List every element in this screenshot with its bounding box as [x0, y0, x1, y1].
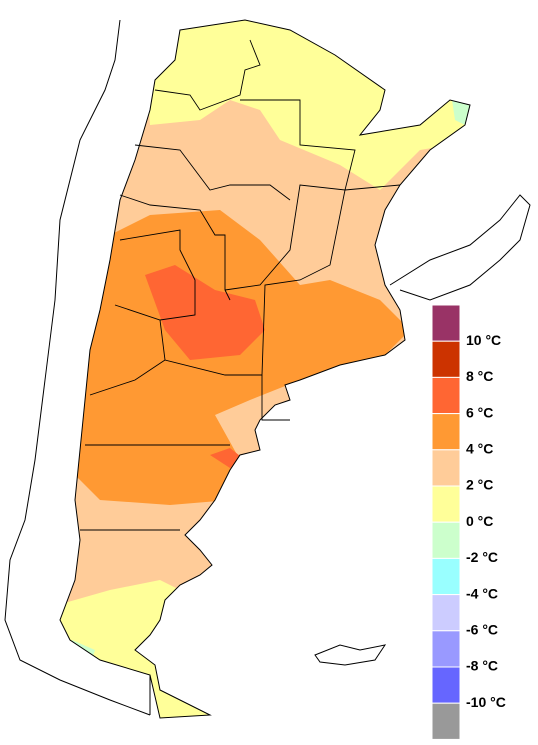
legend-swatch: [431, 449, 461, 487]
legend-swatch: [431, 304, 461, 342]
legend-label: 4 °C: [466, 441, 493, 457]
borders: [4, 19, 531, 719]
legend-label: 2 °C: [466, 477, 493, 493]
legend: 10 °C 8 °C 6 °C 4 °C 2 °C 0 °C -2 °C -4 °C -6 °C…: [431, 304, 506, 740]
legend-label: -2 °C: [466, 549, 498, 565]
legend-label: 8 °C: [466, 368, 493, 384]
anomaly-fill: [60, 20, 470, 718]
legend-label: 10 °C: [466, 332, 501, 348]
legend-swatch: [431, 702, 461, 740]
legend-label: -4 °C: [466, 585, 498, 601]
legend-swatch: [431, 376, 461, 415]
legend-swatch: [431, 557, 461, 596]
legend-swatch: [431, 340, 461, 378]
legend-label: -10 °C: [466, 694, 506, 710]
legend-swatch: [431, 413, 461, 451]
legend-swatch: [431, 666, 461, 704]
legend-label: -6 °C: [466, 622, 498, 638]
legend-label: 0 °C: [466, 513, 493, 529]
legend-swatch: [431, 594, 461, 632]
legend-swatch: [431, 485, 461, 523]
legend-label: 6 °C: [466, 404, 493, 420]
legend-swatch: [431, 521, 461, 559]
legend-swatch: [431, 630, 461, 668]
legend-label: -8 °C: [466, 658, 498, 674]
